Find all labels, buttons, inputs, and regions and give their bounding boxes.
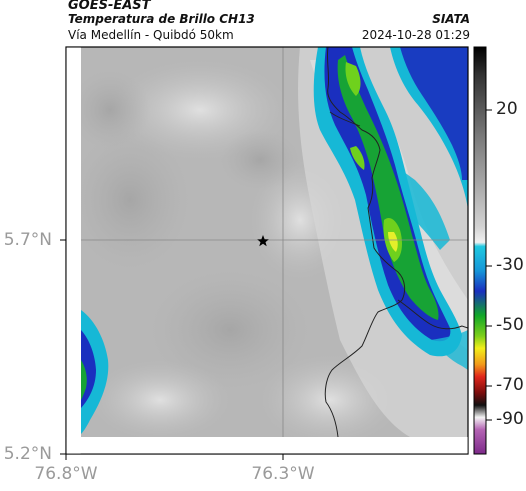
colorbar-tick-neg30: -30 — [496, 255, 524, 275]
colorbar-tick-20: 20 — [496, 99, 518, 119]
colorbar-tick-neg70: -70 — [496, 375, 524, 395]
cloud-core-green — [337, 55, 439, 320]
organization-label: SIATA — [432, 12, 470, 26]
lon-label-76-3: 76.3°W — [251, 464, 315, 484]
border-line — [324, 47, 406, 437]
colorbar-tick-neg90: -90 — [496, 409, 524, 429]
brightness-temperature-field — [81, 47, 468, 437]
lat-label-5-2: 5.2°N — [3, 444, 52, 464]
product-title: Temperatura de Brillo CH13 — [68, 12, 255, 26]
timestamp-label: 2024-10-28 01:29 — [361, 28, 470, 42]
colorbar-tick-neg50: -50 — [496, 315, 524, 335]
map-frame — [65, 46, 469, 455]
lat-label-5-7: 5.7°N — [3, 230, 52, 250]
star-icon — [257, 235, 269, 247]
region-subtitle: Vía Medellín - Quibdó 50km — [68, 28, 234, 42]
satellite-title: GOES-EAST — [68, 0, 151, 13]
lon-label-76-8: 76.8°W — [34, 464, 98, 484]
colorbar — [473, 46, 487, 455]
